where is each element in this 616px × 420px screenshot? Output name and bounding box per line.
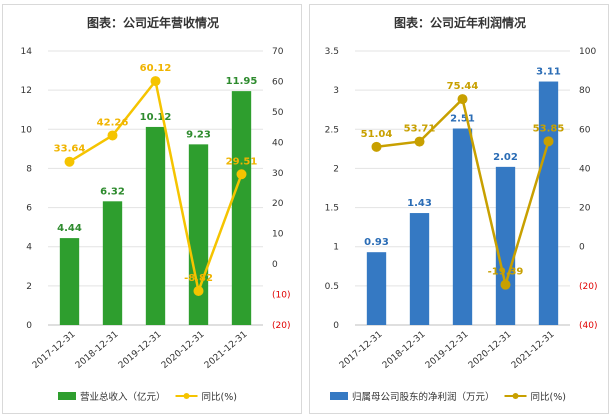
bar bbox=[59, 238, 80, 325]
bar bbox=[231, 91, 252, 325]
legend-line-label: 同比(%) bbox=[202, 391, 237, 403]
line-point bbox=[236, 169, 247, 180]
right-axis-tick-label: 40 bbox=[579, 164, 591, 174]
right-axis-tick-label: 20 bbox=[579, 204, 591, 214]
bar bbox=[366, 252, 387, 325]
left-axis-tick-label: 10 bbox=[21, 125, 33, 135]
right-axis-tick-label: 70 bbox=[272, 47, 284, 57]
x-axis-tick-label: 2017-12-31 bbox=[31, 330, 78, 371]
bar-data-label: 2.02 bbox=[493, 152, 518, 163]
legend-bar-swatch bbox=[330, 392, 348, 400]
legend-bar-label: 营业总收入（亿元） bbox=[80, 391, 166, 403]
legend-line-marker bbox=[512, 393, 519, 399]
line-point bbox=[500, 279, 511, 290]
left-axis-tick-label: 8 bbox=[26, 164, 32, 174]
x-axis-tick-label: 2019-12-31 bbox=[424, 330, 471, 371]
left-axis-tick-label: 2 bbox=[26, 282, 32, 292]
legend-bar-swatch bbox=[58, 392, 76, 400]
line-data-label: -19.39 bbox=[488, 267, 524, 278]
left-axis-tick-label: 3.5 bbox=[325, 47, 339, 57]
line-point bbox=[107, 130, 118, 141]
x-axis-tick-label: 2021-12-31 bbox=[203, 330, 250, 371]
line-data-label: 75.44 bbox=[447, 81, 479, 92]
bar bbox=[188, 144, 209, 325]
bar bbox=[409, 213, 430, 325]
bar-data-label: 9.23 bbox=[186, 129, 211, 140]
x-axis-tick-label: 2021-12-31 bbox=[510, 330, 557, 371]
line-point bbox=[543, 136, 554, 147]
chart-title: 图表：公司近年利润情况 bbox=[394, 15, 526, 30]
right-axis-tick-label: 10 bbox=[272, 230, 284, 240]
line-point bbox=[371, 141, 382, 152]
left-axis-tick-label: 2 bbox=[333, 164, 339, 174]
line-point bbox=[414, 136, 425, 147]
right-axis-tick-label: (20) bbox=[272, 321, 290, 331]
right-axis-tick-label: 30 bbox=[272, 169, 284, 179]
x-axis-tick-label: 2018-12-31 bbox=[381, 330, 428, 371]
line-data-label: 53.71 bbox=[404, 124, 436, 135]
left-axis-tick-label: 4 bbox=[26, 243, 32, 253]
left-axis-tick-label: 0.5 bbox=[325, 282, 339, 292]
bar-data-label: 2.51 bbox=[450, 114, 475, 125]
bar bbox=[145, 126, 166, 326]
right-axis-tick-label: 0 bbox=[579, 243, 585, 253]
line-point bbox=[193, 285, 204, 296]
line-data-label: 42.26 bbox=[97, 117, 129, 128]
right-axis-tick-label: 20 bbox=[272, 199, 284, 209]
x-axis-tick-label: 2019-12-31 bbox=[117, 330, 164, 371]
left-axis-tick-label: 2.5 bbox=[325, 125, 339, 135]
line-data-label: 51.04 bbox=[361, 129, 393, 140]
profit-chart: 图表：公司近年利润情况 0 0.5 1 1.5 2 2.5 3 3.5 (40) (20) 0 20 40… bbox=[325, 15, 598, 403]
profit-chart-panel: 图表：公司近年利润情况 0 0.5 1 1.5 2 2.5 3 3.5 (40) (20) 0 20 40… bbox=[309, 4, 609, 414]
right-axis-tick-label: (20) bbox=[579, 282, 597, 292]
legend-line-label: 同比(%) bbox=[531, 391, 566, 403]
bar bbox=[495, 166, 516, 325]
bar-data-label: 3.11 bbox=[536, 67, 561, 78]
x-axis-tick-label: 2020-12-31 bbox=[467, 330, 514, 371]
left-axis-tick-label: 0 bbox=[26, 321, 32, 331]
right-axis-tick-label: 50 bbox=[272, 108, 284, 118]
right-axis-tick-label: 80 bbox=[579, 86, 591, 96]
left-axis-tick-label: 1 bbox=[333, 243, 339, 253]
bar-data-label: 11.95 bbox=[226, 76, 258, 87]
left-axis-tick-label: 6 bbox=[26, 204, 32, 214]
line-point bbox=[150, 76, 161, 87]
revenue-chart-panel: 图表：公司近年营收情况 0 2 4 6 8 10 12 14 (20) (10) 0 10 20 30 40 5… bbox=[2, 4, 302, 414]
right-axis-tick-label: (10) bbox=[272, 291, 290, 301]
left-axis-tick-label: 14 bbox=[21, 47, 33, 57]
bar-data-label: 10.12 bbox=[140, 112, 172, 123]
line-data-label: 53.85 bbox=[533, 123, 565, 134]
bar-data-label: 0.93 bbox=[364, 237, 389, 248]
line-data-label: -8.82 bbox=[184, 273, 213, 284]
right-axis-tick-label: 100 bbox=[579, 47, 596, 57]
legend-line-marker bbox=[183, 393, 190, 399]
right-axis-tick-label: 0 bbox=[272, 260, 278, 270]
right-axis-tick-label: 40 bbox=[272, 138, 284, 148]
line-point bbox=[64, 156, 75, 167]
left-axis-tick-label: 0 bbox=[333, 321, 339, 331]
x-axis-tick-label: 2018-12-31 bbox=[74, 330, 121, 371]
right-axis-tick-label: 60 bbox=[272, 77, 284, 87]
right-axis-tick-label: (40) bbox=[579, 321, 597, 331]
line-point bbox=[457, 94, 468, 105]
x-axis-tick-label: 2017-12-31 bbox=[338, 330, 385, 371]
bar-data-label: 4.44 bbox=[57, 223, 82, 234]
revenue-chart: 图表：公司近年营收情况 0 2 4 6 8 10 12 14 (20) (10) 0 10 20 30 40 5… bbox=[21, 15, 291, 403]
right-axis-tick-label: 60 bbox=[579, 125, 591, 135]
bar-data-label: 6.32 bbox=[100, 186, 125, 197]
left-axis-tick-label: 12 bbox=[21, 86, 32, 96]
line-data-label: 60.12 bbox=[140, 63, 172, 74]
bar bbox=[538, 81, 559, 325]
bar-data-label: 1.43 bbox=[407, 198, 432, 209]
bar bbox=[452, 128, 473, 325]
chart-title: 图表：公司近年营收情况 bbox=[87, 15, 219, 30]
left-axis-tick-label: 3 bbox=[333, 86, 339, 96]
line-data-label: 33.64 bbox=[54, 144, 86, 155]
line-data-label: 29.51 bbox=[226, 156, 258, 167]
left-axis-tick-label: 1.5 bbox=[325, 204, 339, 214]
x-axis-tick-label: 2020-12-31 bbox=[160, 330, 207, 371]
legend-bar-label: 归属母公司股东的净利润（万元） bbox=[352, 391, 495, 403]
bar bbox=[102, 201, 123, 325]
